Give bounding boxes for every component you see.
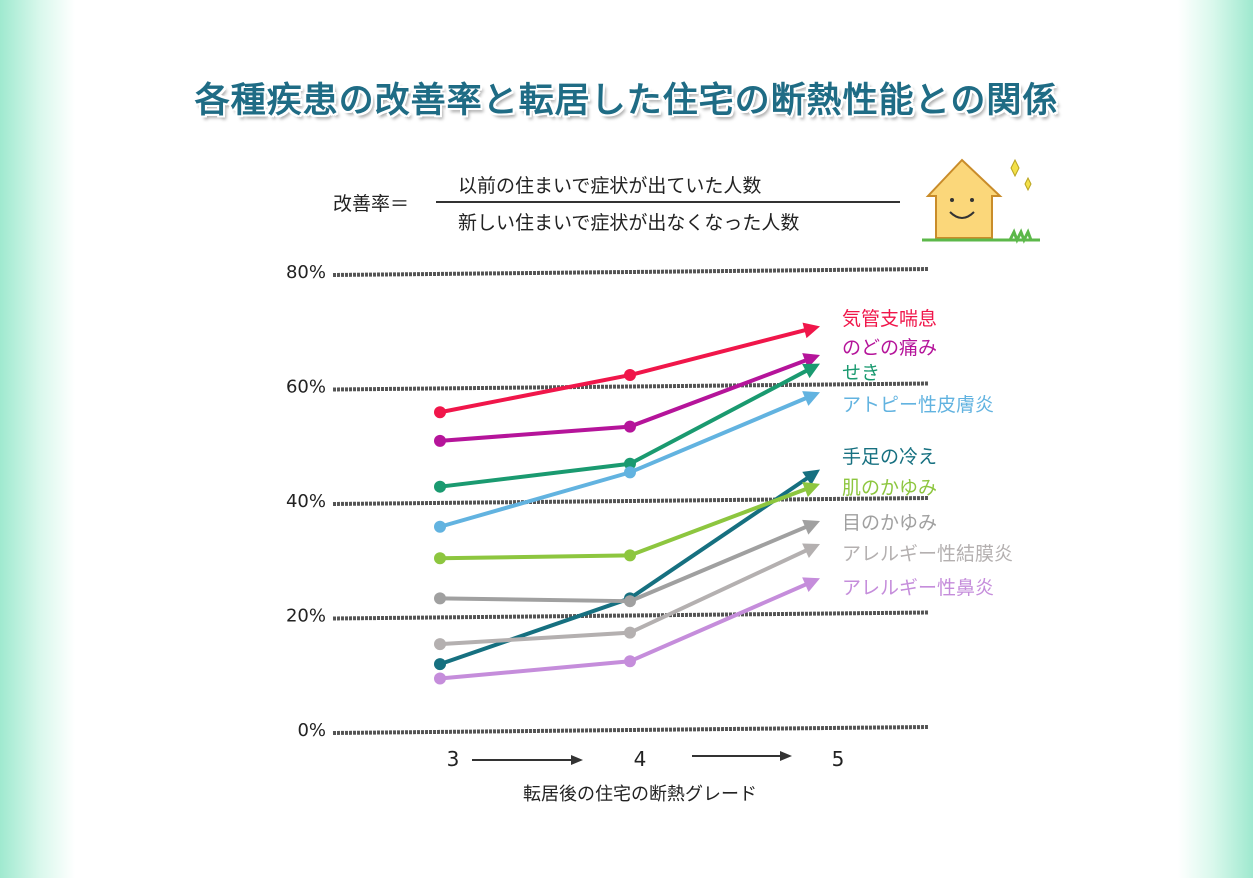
data-point	[434, 480, 446, 493]
y-tick-label: 60%	[286, 377, 326, 398]
x-axis-label: 転居後の住宅の断熱グレード	[523, 784, 757, 805]
formula-denominator: 新しい住まいで症状が出なくなった人数	[458, 212, 800, 234]
data-point-arrow	[802, 363, 820, 379]
series-label: アトピー性皮膚炎	[842, 394, 994, 416]
series-label: せき	[842, 362, 880, 384]
series-2	[434, 363, 820, 493]
data-point	[624, 420, 636, 433]
x-tick-label: 3	[447, 747, 460, 771]
series-label: 肌のかゆみ	[842, 477, 937, 499]
y-tick-label: 40%	[286, 491, 326, 512]
x-axis-arrows	[472, 751, 792, 765]
series-3	[434, 391, 820, 533]
gridline	[332, 725, 929, 735]
series-label: 手足の冷え	[842, 446, 937, 468]
data-point	[624, 626, 636, 639]
series-6	[434, 519, 820, 608]
x-tick-label: 5	[832, 747, 845, 771]
series-0	[434, 322, 820, 419]
data-point-arrow	[802, 577, 820, 593]
data-point-arrow	[802, 391, 820, 406]
data-point-arrow	[802, 519, 820, 535]
series-label: アレルギー性鼻炎	[842, 577, 994, 599]
data-point	[624, 655, 636, 668]
series-5	[434, 481, 820, 565]
data-point-arrow	[802, 322, 820, 339]
series-label: のどの痛み	[842, 337, 937, 359]
gridline	[332, 267, 929, 277]
series-line	[439, 523, 810, 604]
data-point	[624, 595, 636, 608]
data-point	[434, 520, 446, 533]
x-tick-label: 4	[634, 747, 647, 771]
data-point	[434, 672, 446, 685]
data-point-arrow	[802, 481, 820, 497]
series-1	[434, 353, 820, 447]
data-point-arrow	[802, 469, 820, 486]
data-point	[624, 369, 636, 382]
data-point	[624, 457, 636, 470]
gridline	[332, 496, 929, 506]
y-tick-label: 0%	[297, 720, 326, 741]
formula-numerator: 以前の住まいで症状が出ていた人数	[458, 175, 762, 197]
series-label: アレルギー性結膜炎	[842, 543, 1013, 565]
data-point	[434, 552, 446, 565]
series-8	[434, 577, 820, 685]
y-tick-label: 80%	[286, 262, 326, 283]
data-point	[434, 658, 446, 671]
data-point	[434, 638, 446, 651]
data-point-arrow	[802, 543, 820, 558]
formula-label: 改善率＝	[333, 193, 410, 215]
series-label: 気管支喘息	[842, 308, 937, 330]
gridline	[332, 610, 929, 621]
data-point	[434, 434, 446, 447]
house-mascot-icon	[922, 158, 1040, 244]
data-point	[434, 406, 446, 419]
gridline	[332, 381, 929, 392]
data-point	[624, 549, 636, 562]
fraction-bar	[436, 201, 900, 203]
data-point	[434, 592, 446, 605]
data-point	[624, 466, 636, 479]
y-tick-label: 20%	[286, 606, 326, 627]
series-7	[434, 543, 820, 651]
page-title: 各種疾患の改善率と転居した住宅の断熱性能との関係	[194, 81, 1059, 121]
series-label: 目のかゆみ	[842, 512, 937, 534]
